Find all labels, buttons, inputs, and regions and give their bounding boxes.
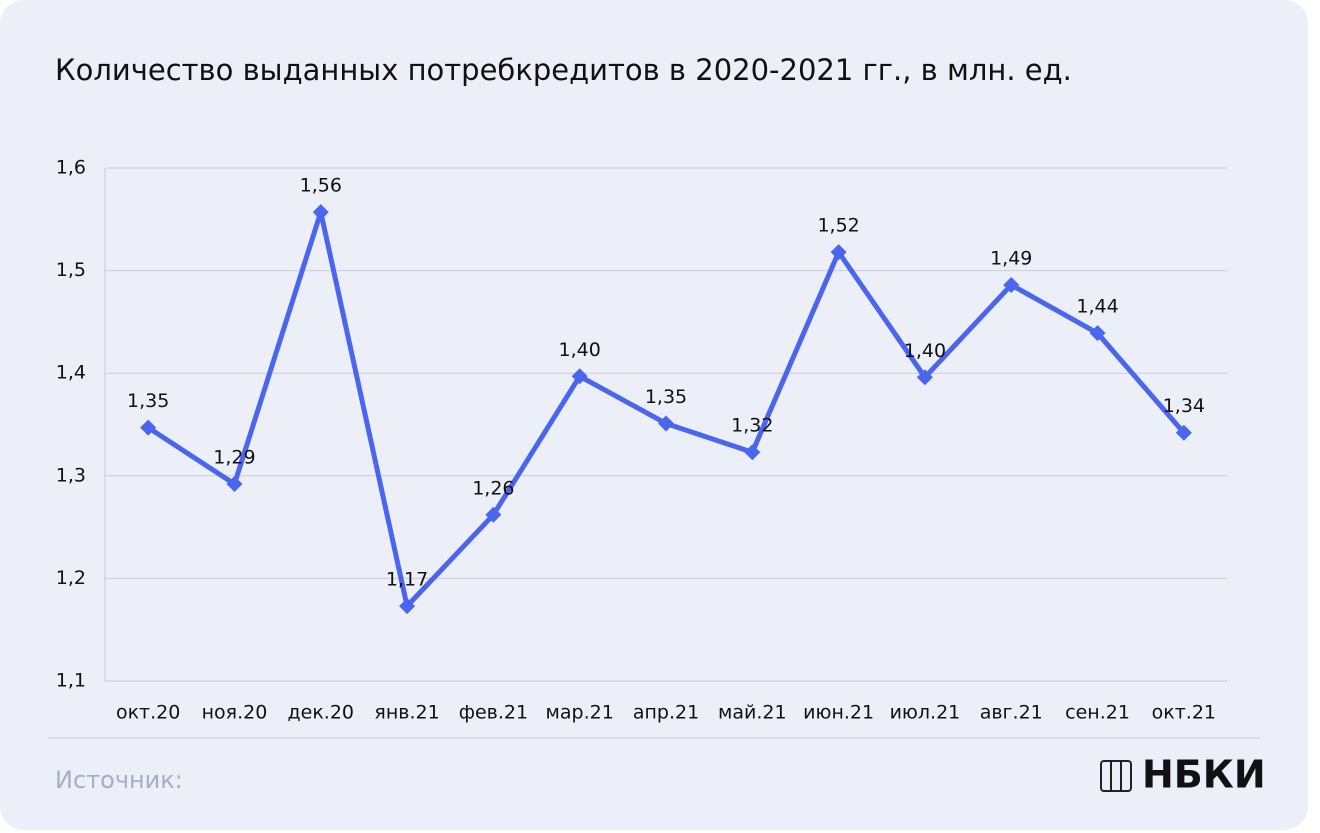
data-label: 1,56 — [300, 175, 342, 197]
y-tick-label: 1,6 — [56, 157, 86, 179]
x-tick-label: фев.21 — [459, 702, 528, 724]
y-tick-label: 1,3 — [56, 464, 86, 486]
x-tick-label: апр.21 — [633, 702, 699, 724]
y-tick-label: 1,4 — [56, 362, 86, 384]
y-tick-label: 1,5 — [56, 259, 86, 281]
data-point — [744, 444, 761, 461]
data-point — [571, 368, 588, 385]
data-label: 1,34 — [1163, 395, 1205, 417]
data-label: 1,40 — [559, 339, 601, 361]
x-tick-label: дек.20 — [288, 702, 355, 724]
data-point — [226, 476, 243, 493]
logo: НБКИ — [1142, 753, 1266, 797]
x-tick-label: сен.21 — [1065, 702, 1130, 724]
data-label: 1,44 — [1076, 296, 1118, 318]
data-label: 1,17 — [386, 569, 428, 591]
chart-title: Количество выданных потребкредитов в 202… — [55, 53, 1072, 87]
data-point — [140, 419, 157, 436]
x-tick-label: мар.21 — [546, 702, 614, 724]
data-point — [1175, 424, 1192, 441]
data-label: 1,40 — [904, 340, 946, 362]
x-tick-label: янв.21 — [374, 702, 439, 724]
data-point — [485, 506, 502, 523]
x-tick-label: ноя.20 — [202, 702, 268, 724]
data-point — [1003, 276, 1020, 293]
data-point — [830, 244, 847, 261]
data-label: 1,35 — [127, 390, 169, 412]
y-tick-label: 1,2 — [56, 567, 86, 589]
data-label: 1,49 — [990, 247, 1032, 269]
x-tick-label: май.21 — [718, 702, 787, 724]
data-label: 1,35 — [645, 386, 687, 408]
data-label: 1,32 — [731, 415, 773, 437]
y-tick-label: 1,1 — [56, 670, 86, 692]
x-tick-label: окт.21 — [1152, 702, 1216, 724]
data-label: 1,26 — [472, 477, 514, 499]
logo-icon — [1100, 760, 1132, 792]
data-point — [399, 598, 416, 615]
data-point — [658, 415, 674, 432]
data-point — [916, 369, 933, 386]
source-label: Источник: — [55, 766, 183, 794]
x-tick-label: окт.20 — [116, 702, 180, 724]
data-point — [312, 204, 329, 221]
x-tick-label: авг.21 — [980, 702, 1043, 724]
x-tick-label: июн.21 — [803, 702, 874, 724]
data-label: 1,52 — [817, 215, 859, 237]
data-point — [1089, 325, 1106, 342]
data-label: 1,29 — [213, 447, 255, 469]
x-tick-label: июл.21 — [890, 702, 961, 724]
